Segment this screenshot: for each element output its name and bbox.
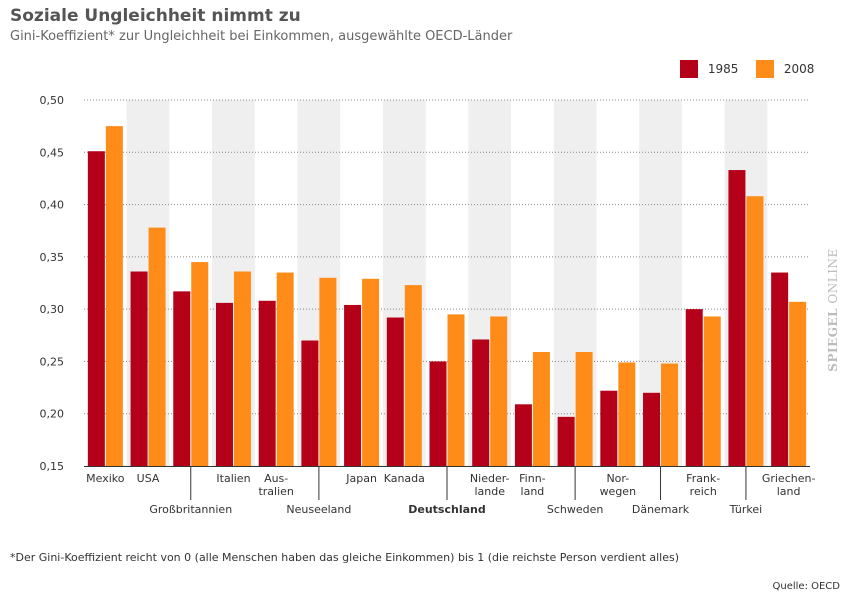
- x-tick-label-line: Mexiko: [86, 472, 125, 485]
- x-tick-label-line: land: [521, 485, 545, 498]
- legend-label-2008: 2008: [783, 62, 815, 76]
- bar-2008-Japan: [362, 278, 380, 466]
- footnote: *Der Gini-Koeffizient reicht von 0 (alle…: [10, 551, 680, 564]
- x-tick-label-line: reich: [690, 485, 717, 498]
- x-tick-label-line: Großbritannien: [149, 503, 232, 516]
- x-tick-label-line: Finn-: [519, 472, 546, 485]
- x-tick-label-line: wegen: [600, 485, 637, 498]
- x-tick-label: Großbritannien: [149, 503, 232, 516]
- x-tick-label: Griechen-land: [762, 472, 816, 498]
- bar-1985-Deutschland: [429, 361, 447, 466]
- y-tick-label: 0,45: [40, 146, 65, 159]
- bar-1985-Großbritannien: [173, 291, 191, 466]
- bar-2008-Griechenland: [789, 301, 807, 466]
- legend-label-1985: 1985: [707, 62, 739, 76]
- x-tick-label: Finn-land: [519, 472, 546, 498]
- x-tick-label: Nieder-lande: [470, 472, 510, 498]
- bar-2008-Dänemark: [661, 363, 679, 466]
- bar-1985-Frankreich: [685, 309, 703, 466]
- x-tick-label: Japan: [345, 472, 377, 485]
- bar-2008-Kanada: [404, 285, 422, 466]
- y-tick-label: 0,25: [40, 355, 65, 368]
- x-tick-label: Schweden: [547, 503, 604, 516]
- y-tick-label: 0,30: [40, 303, 65, 316]
- bar-2008-Großbritannien: [191, 262, 209, 466]
- chart-subtitle: Gini-Koeffizient* zur Ungleichheit bei E…: [10, 29, 513, 44]
- legend-item-1985: 1985: [680, 60, 738, 78]
- x-tick-label: Neuseeland: [286, 503, 351, 516]
- x-tick-label: Kanada: [384, 472, 425, 485]
- y-tick-label: 0,50: [40, 94, 65, 107]
- x-tick-label-line: Japan: [345, 472, 377, 485]
- x-tick-label: Mexiko: [86, 472, 125, 485]
- bar-1985-Dänemark: [643, 392, 661, 466]
- source-credit: Quelle: OECD: [772, 581, 841, 592]
- legend-swatch-2008: [756, 60, 774, 78]
- x-tick-label-line: Nor-: [606, 472, 629, 485]
- bar-2008-Neuseeland: [319, 277, 337, 466]
- legend-swatch-1985: [680, 60, 698, 78]
- bar-1985-Mexiko: [87, 151, 105, 467]
- bar-1985-Japan: [344, 304, 362, 466]
- x-tick-label-line: USA: [137, 472, 160, 485]
- bar-1985-Türkei: [728, 170, 746, 466]
- y-tick-label: 0,40: [40, 199, 65, 212]
- x-tick-label-line: Schweden: [547, 503, 604, 516]
- bar-2008-Deutschland: [447, 314, 465, 466]
- watermark: SPIEGEL ONLINE: [826, 248, 840, 371]
- x-tick-label-line: Neuseeland: [286, 503, 351, 516]
- bar-2008-Niederlande: [490, 316, 508, 466]
- x-tick-label-line: lande: [474, 485, 505, 498]
- bar-2008-Italien: [233, 271, 251, 466]
- bar-1985-Schweden: [557, 416, 575, 466]
- x-tick-label-line: Italien: [216, 472, 250, 485]
- bar-1985-Norwegen: [600, 390, 618, 466]
- bar-2008-Frankreich: [703, 316, 721, 466]
- x-tick-label-line: tralien: [258, 485, 293, 498]
- x-tick-label: USA: [137, 472, 160, 485]
- x-tick-label: Aus-tralien: [258, 472, 293, 498]
- bar-1985-USA: [130, 271, 148, 466]
- bar-1985-Finnland: [514, 404, 532, 466]
- x-tick-label: Deutschland: [408, 503, 485, 516]
- x-tick-label-line: Griechen-: [762, 472, 816, 485]
- x-tick-label-line: Deutschland: [408, 503, 485, 516]
- bar-2008-USA: [148, 227, 166, 466]
- bar-2008-Norwegen: [618, 362, 636, 466]
- bar-1985-Griechenland: [771, 272, 789, 466]
- x-tick-label-line: land: [777, 485, 801, 498]
- x-tick-label-line: Türkei: [729, 503, 763, 516]
- x-tick-label: Dänemark: [632, 503, 690, 516]
- bar-2008-Australien: [276, 272, 294, 466]
- bar-2008-Finnland: [532, 352, 550, 466]
- watermark-suffix: ONLINE: [826, 248, 840, 304]
- bar-2008-Türkei: [746, 196, 764, 466]
- x-tick-label: Türkei: [729, 503, 763, 516]
- bar-2008-Mexiko: [105, 126, 123, 467]
- bar-1985-Neuseeland: [301, 340, 319, 466]
- bar-1985-Niederlande: [472, 339, 490, 466]
- x-tick-label-line: Aus-: [264, 472, 288, 485]
- watermark-brand: SPIEGEL: [826, 307, 840, 372]
- bar-2008-Schweden: [575, 352, 593, 466]
- y-tick-label: 0,15: [40, 460, 65, 473]
- y-tick-label: 0,35: [40, 251, 65, 264]
- x-tick-label-line: Nieder-: [470, 472, 510, 485]
- chart-title: Soziale Ungleichheit nimmt zu: [10, 6, 301, 26]
- bar-1985-Australien: [258, 300, 276, 466]
- x-tick-label: Frank-reich: [686, 472, 720, 498]
- bar-1985-Italien: [215, 302, 233, 466]
- x-tick-label: Nor-wegen: [600, 472, 637, 498]
- y-tick-label: 0,20: [40, 408, 65, 421]
- legend-item-2008: 2008: [756, 60, 814, 78]
- x-tick-label-line: Frank-: [686, 472, 720, 485]
- bar-1985-Kanada: [386, 317, 404, 466]
- x-tick-label: Italien: [216, 472, 250, 485]
- x-tick-label-line: Kanada: [384, 472, 425, 485]
- x-tick-label-line: Dänemark: [632, 503, 690, 516]
